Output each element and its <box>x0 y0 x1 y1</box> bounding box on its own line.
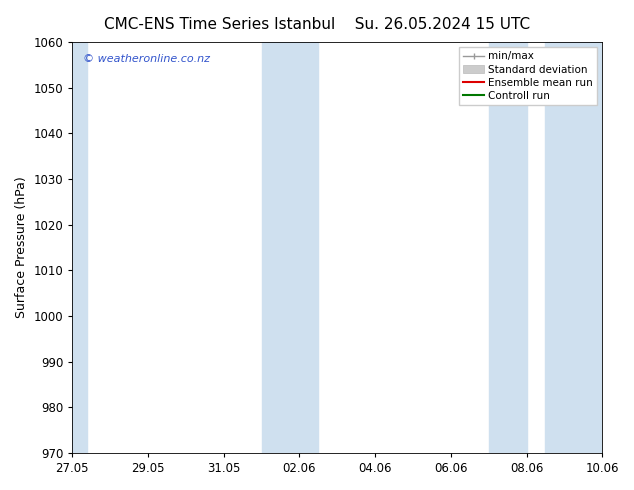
Bar <box>489 42 527 453</box>
Text: CMC-ENS Time Series Istanbul    Su. 26.05.2024 15 UTC: CMC-ENS Time Series Istanbul Su. 26.05.2… <box>104 17 530 32</box>
Bar <box>262 42 318 453</box>
Text: © weatheronline.co.nz: © weatheronline.co.nz <box>83 54 210 64</box>
Bar <box>68 42 87 453</box>
Y-axis label: Surface Pressure (hPa): Surface Pressure (hPa) <box>15 176 28 318</box>
Legend: min/max, Standard deviation, Ensemble mean run, Controll run: min/max, Standard deviation, Ensemble me… <box>459 47 597 105</box>
Bar <box>545 42 606 453</box>
